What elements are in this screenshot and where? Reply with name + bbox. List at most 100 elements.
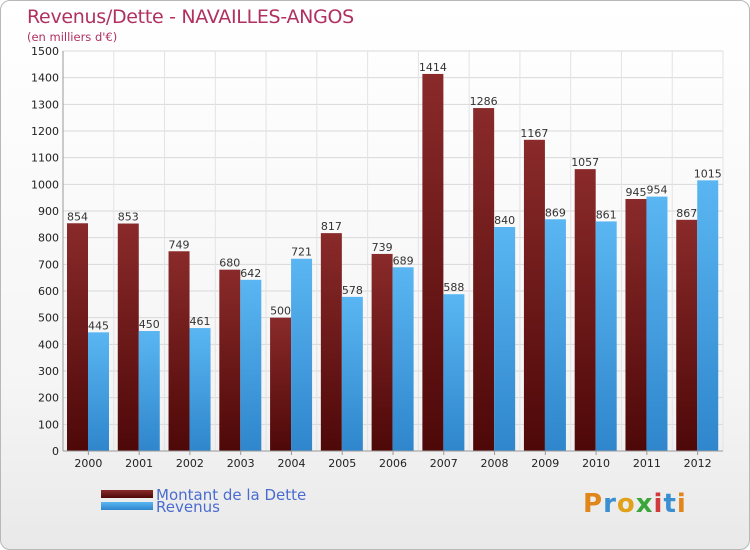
- data-label-dette: 1286: [470, 95, 498, 108]
- proxiti-logo: Proxiti: [583, 489, 687, 519]
- data-label-dette: 817: [321, 220, 342, 233]
- y-tick-label: 400: [38, 338, 59, 351]
- axis-layer: 0 100 200 300 400 500 600 700 800 900 1000 1100 1200…: [31, 45, 723, 470]
- legend-label-revenus: Revenus: [156, 498, 220, 516]
- bar-dette: [168, 251, 190, 451]
- data-label-revenus: 588: [443, 281, 464, 294]
- logo-letter: P: [583, 489, 604, 519]
- bar-dette: [574, 169, 596, 451]
- data-label-revenus: 689: [393, 254, 414, 267]
- logo-letter: r: [603, 489, 617, 519]
- x-tick-label: 2009: [531, 457, 559, 470]
- x-tick-label: 2008: [481, 457, 509, 470]
- logo-letter: i: [676, 489, 687, 519]
- bar-dette: [371, 253, 393, 451]
- x-tick-label: 2011: [633, 457, 661, 470]
- data-label-dette: 854: [67, 210, 88, 223]
- legend-swatch-dette: [101, 490, 153, 498]
- bar-revenus: [494, 227, 516, 451]
- y-tick-label: 200: [38, 392, 59, 405]
- y-tick-label: 0: [52, 445, 59, 458]
- y-tick-label: 1200: [31, 125, 59, 138]
- legend-swatch-revenus: [101, 502, 153, 510]
- data-label-dette: 1414: [419, 61, 447, 74]
- bar-revenus: [341, 296, 363, 451]
- bar-dette: [523, 139, 545, 452]
- y-tick-label: 700: [38, 258, 59, 271]
- bar-revenus: [646, 196, 668, 451]
- bar-revenus: [138, 331, 160, 451]
- y-tick-label: 100: [38, 418, 59, 431]
- x-tick-label: 2006: [379, 457, 407, 470]
- x-tick-label: 2002: [176, 457, 204, 470]
- data-label-dette: 1057: [571, 156, 599, 169]
- bar-dette: [219, 269, 241, 451]
- data-label-revenus: 578: [342, 284, 363, 297]
- y-tick-label: 1300: [31, 98, 59, 111]
- y-tick-label: 1000: [31, 178, 59, 191]
- chart-subtitle: (en milliers d'€): [27, 30, 118, 44]
- data-label-revenus: 461: [190, 315, 211, 328]
- data-label-revenus: 861: [596, 208, 617, 221]
- x-tick-label: 2001: [125, 457, 153, 470]
- y-tick-label: 900: [38, 205, 59, 218]
- y-tick-label: 300: [38, 365, 59, 378]
- bar-dette: [270, 317, 292, 451]
- logo-letter: t: [663, 489, 677, 519]
- bars-layer: [67, 73, 719, 452]
- data-label-revenus: 450: [139, 318, 160, 331]
- x-tick-label: 2005: [328, 457, 356, 470]
- chart-title: Revenus/Dette - NAVAILLES-ANGOS: [27, 6, 354, 28]
- y-tick-label: 600: [38, 285, 59, 298]
- x-tick-label: 2007: [430, 457, 458, 470]
- data-label-dette: 945: [625, 186, 646, 199]
- data-label-revenus: 840: [494, 214, 515, 227]
- y-tick-label: 1400: [31, 72, 59, 85]
- logo-letter: o: [616, 489, 636, 519]
- data-label-revenus: 642: [240, 267, 261, 280]
- data-label-revenus: 1015: [694, 167, 722, 180]
- bar-dette: [320, 233, 342, 451]
- data-label-revenus: 445: [88, 319, 109, 332]
- legend-label-dette: Montant de la Dette: [156, 486, 307, 504]
- x-tick-label: 2010: [582, 457, 610, 470]
- bar-dette: [473, 108, 495, 452]
- bar-dette: [117, 223, 139, 451]
- data-label-dette: 680: [219, 257, 240, 270]
- bar-revenus: [443, 294, 465, 451]
- x-tick-label: 2003: [227, 457, 255, 470]
- logo-letter: i: [653, 489, 664, 519]
- x-tick-label: 2004: [277, 457, 305, 470]
- bar-dette: [422, 73, 444, 451]
- data-label-dette: 853: [118, 211, 139, 224]
- bar-dette: [676, 219, 698, 451]
- data-label-dette: 749: [169, 238, 190, 251]
- bar-revenus: [392, 267, 414, 451]
- bar-revenus: [88, 332, 109, 451]
- y-tick-label: 1500: [31, 45, 59, 58]
- bar-revenus: [544, 219, 566, 451]
- x-tick-label: 2000: [74, 457, 102, 470]
- bar-revenus: [240, 279, 262, 451]
- bar-revenus: [291, 258, 313, 451]
- data-label-dette: 867: [676, 207, 697, 220]
- bar-revenus: [189, 328, 211, 451]
- data-label-dette: 739: [372, 241, 393, 254]
- bar-dette: [67, 223, 88, 451]
- bar-revenus: [697, 180, 719, 452]
- logo-letter: x: [635, 489, 654, 519]
- y-tick-label: 500: [38, 312, 59, 325]
- data-label-dette: 1167: [520, 127, 548, 140]
- data-label-dette: 500: [270, 305, 291, 318]
- bar-dette: [625, 199, 647, 451]
- data-label-revenus: 954: [646, 184, 667, 197]
- data-label-revenus: 721: [291, 246, 312, 259]
- bar-revenus: [595, 221, 617, 451]
- x-tick-label: 2012: [684, 457, 712, 470]
- data-label-revenus: 869: [545, 206, 566, 219]
- y-tick-label: 1100: [31, 152, 59, 165]
- y-tick-label: 800: [38, 232, 59, 245]
